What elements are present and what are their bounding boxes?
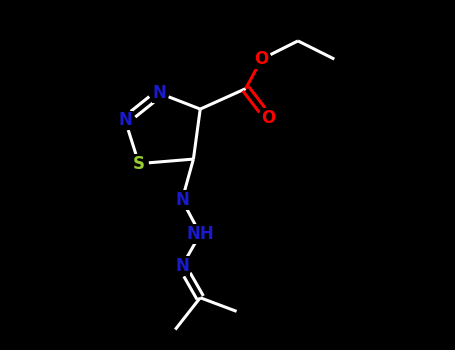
Text: N: N xyxy=(175,191,189,209)
Text: S: S xyxy=(133,155,145,173)
Text: N: N xyxy=(118,111,132,130)
Text: N: N xyxy=(152,84,166,102)
Text: NH: NH xyxy=(187,225,214,243)
Text: O: O xyxy=(261,109,276,127)
Text: N: N xyxy=(175,257,189,275)
Text: O: O xyxy=(254,50,269,68)
